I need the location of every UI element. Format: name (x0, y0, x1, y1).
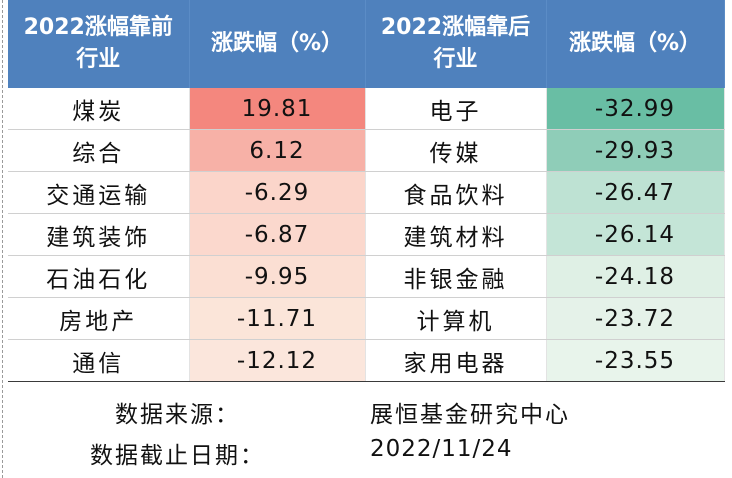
header-top-industry: 2022涨幅靠前 行业 (8, 0, 190, 88)
top-industry-change: 19.81 (189, 88, 366, 130)
table-header-row: 2022涨幅靠前 行业 涨跌幅（%） 2022涨幅靠后 行业 涨跌幅（%） (8, 0, 725, 88)
table-row: 通信 -12.12 家用电器 -23.55 (8, 339, 725, 382)
bottom-industry-change: -23.55 (546, 339, 725, 382)
bottom-industry-change: -23.72 (546, 297, 725, 340)
top-industry-name: 房地产 (8, 297, 190, 340)
header-bottom-change: 涨跌幅（%） (546, 0, 725, 88)
top-industry-change: -6.87 (189, 213, 366, 256)
table-row: 交通运输 -6.29 食品饮料 -26.47 (8, 171, 725, 214)
bottom-industry-name: 建筑材料 (365, 213, 547, 256)
table-row: 建筑装饰 -6.87 建筑材料 -26.14 (8, 213, 725, 256)
bottom-industry-name: 非银金融 (365, 255, 547, 298)
header-bottom-industry: 2022涨幅靠后 行业 (365, 0, 547, 88)
top-industry-name: 石油石化 (8, 255, 190, 298)
table-row: 房地产 -11.71 计算机 -23.72 (8, 297, 725, 340)
industry-ranking-table: 2022涨幅靠前 行业 涨跌幅（%） 2022涨幅靠后 行业 涨跌幅（%） 煤炭… (8, 0, 725, 382)
bottom-industry-name: 家用电器 (365, 339, 547, 382)
bottom-industry-change: -26.14 (546, 213, 725, 256)
data-date-label: 数据截止日期： (90, 443, 265, 469)
top-industry-name: 建筑装饰 (8, 213, 190, 256)
data-date-line: 数据截止日期： 2022/11/24 (8, 430, 724, 470)
bottom-industry-name: 传媒 (365, 129, 547, 172)
top-industry-change: -11.71 (189, 297, 366, 340)
data-source-line: 数据来源： 展恒基金研究中心 (8, 389, 724, 429)
top-industry-name: 通信 (8, 339, 190, 382)
bottom-industry-name: 计算机 (365, 297, 547, 340)
top-industry-change: -9.95 (189, 255, 366, 298)
bottom-industry-change: -24.18 (546, 255, 725, 298)
top-industry-change: -6.29 (189, 171, 366, 214)
bottom-industry-name: 食品饮料 (365, 171, 547, 214)
bottom-industry-name: 电子 (365, 88, 547, 130)
top-industry-name: 综合 (8, 129, 190, 172)
top-industry-name: 交通运输 (8, 171, 190, 214)
data-date-value: 2022/11/24 (370, 436, 513, 462)
bottom-industry-change: -32.99 (546, 88, 725, 130)
table-row: 综合 6.12 传媒 -29.93 (8, 129, 725, 172)
bottom-industry-change: -29.93 (546, 129, 725, 172)
top-industry-change: 6.12 (189, 129, 366, 172)
data-source-value: 展恒基金研究中心 (370, 402, 570, 428)
top-industry-change: -12.12 (189, 339, 366, 382)
bottom-industry-change: -26.47 (546, 171, 725, 214)
page-edge-guide (2, 0, 3, 478)
table-row: 煤炭 19.81 电子 -32.99 (8, 88, 725, 130)
header-top-change: 涨跌幅（%） (189, 0, 366, 88)
top-industry-name: 煤炭 (8, 88, 190, 130)
data-source-label: 数据来源： (115, 402, 240, 428)
table-row: 石油石化 -9.95 非银金融 -24.18 (8, 255, 725, 298)
